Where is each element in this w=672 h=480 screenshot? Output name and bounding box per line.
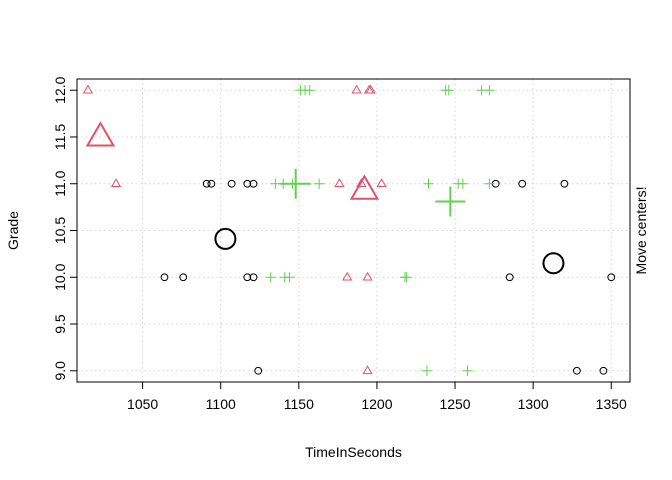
triangle-point	[362, 365, 373, 375]
circle-point	[227, 179, 236, 188]
x-tick-label: 1250	[439, 396, 470, 412]
y-tick-label: 10.0	[52, 263, 68, 290]
plus-point	[265, 272, 276, 283]
triangle-point	[356, 178, 367, 188]
triangle-center	[85, 121, 116, 147]
y-axis-label: Grade	[5, 211, 21, 250]
cluster-centers	[85, 121, 565, 275]
x-tick-label: 1350	[596, 396, 627, 412]
circle-point	[249, 273, 258, 282]
plus-point	[401, 272, 412, 283]
x-axis-label: TimeInSeconds	[305, 444, 402, 460]
plot-frame	[76, 78, 631, 383]
triangle-point	[342, 271, 353, 281]
y-tick-label: 11.0	[52, 170, 68, 196]
plus-point	[304, 85, 315, 96]
circle-point	[179, 273, 188, 282]
circle-point	[243, 273, 252, 282]
plus-center	[280, 168, 311, 199]
triangle-point	[82, 84, 94, 94]
triangle-point	[334, 178, 345, 188]
circle-center	[542, 252, 565, 275]
plus-point	[313, 178, 325, 189]
triangle-point	[365, 84, 376, 94]
x-tick-label: 1150	[284, 396, 314, 412]
plus-point	[462, 365, 473, 376]
triangle-point	[362, 271, 373, 281]
triangle-point	[376, 178, 387, 188]
data-points	[82, 84, 616, 376]
triangle-point	[110, 178, 122, 188]
circle-point	[572, 366, 581, 375]
circle-point	[249, 179, 258, 188]
side-label: Move centers!	[633, 187, 649, 275]
circle-point	[243, 179, 252, 188]
triangle-center	[349, 174, 380, 200]
plus-point	[484, 178, 495, 189]
plus-point	[421, 365, 433, 376]
plus-point	[284, 272, 295, 283]
circle-point	[560, 179, 569, 188]
plus-point	[443, 85, 454, 96]
plus-point	[484, 85, 495, 96]
plus-center	[435, 186, 466, 217]
x-axis: 1050 1100 1150 1200 1250 1300 1350	[127, 381, 627, 412]
y-tick-label: 10.5	[52, 217, 68, 244]
circle-point	[518, 179, 527, 188]
circle-point	[160, 273, 169, 282]
circle-point	[202, 179, 211, 188]
circle-center	[214, 227, 237, 250]
y-tick-label: 9.5	[52, 314, 68, 334]
y-tick-label: 11.5	[52, 124, 68, 150]
x-tick-label: 1050	[127, 396, 158, 412]
circle-point	[607, 273, 616, 282]
x-tick-label: 1300	[518, 396, 549, 412]
plus-point	[423, 178, 434, 189]
plus-point	[457, 178, 469, 189]
grid	[77, 79, 630, 382]
y-tick-label: 9.0	[52, 361, 68, 381]
circle-point	[254, 366, 263, 375]
circle-point	[505, 273, 514, 282]
circle-point	[599, 366, 608, 375]
y-axis: 9.0 9.5 10.0 10.5 11.0 11.5 12.0	[52, 76, 78, 381]
y-tick-label: 12.0	[52, 76, 68, 103]
x-tick-label: 1100	[206, 396, 236, 412]
x-tick-label: 1200	[361, 396, 392, 412]
triangle-point	[351, 84, 362, 94]
circle-point	[207, 179, 216, 188]
